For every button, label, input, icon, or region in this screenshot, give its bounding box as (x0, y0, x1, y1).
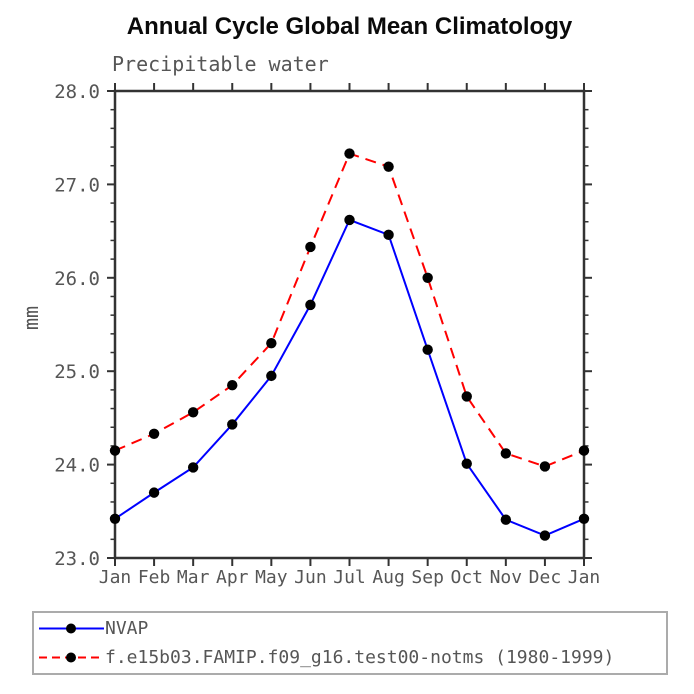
data-point-marker (148, 428, 160, 439)
x-tick-label: Jan (568, 567, 601, 588)
x-tick-label: Jan (99, 567, 132, 588)
data-point-marker (344, 148, 355, 159)
data-point-marker (422, 272, 433, 283)
data-point-marker (539, 530, 551, 541)
x-tick-label: Aug (372, 567, 405, 588)
data-point-marker (500, 448, 512, 459)
legend-sample-marker (66, 623, 76, 634)
data-point-marker (461, 458, 472, 469)
data-point-marker (539, 461, 551, 472)
y-tick-label: 27.0 (54, 174, 100, 196)
data-point-marker (383, 229, 394, 241)
x-tick-label: Apr (216, 567, 249, 588)
series-line-0 (114, 218, 585, 537)
x-tick-label: Jun (294, 567, 327, 588)
legend-line-sample-model (39, 652, 104, 663)
y-tick-label: 26.0 (54, 268, 100, 290)
legend-label-model: f.e15b03.FAMIP.f09_g16.test00-notms (198… (105, 647, 615, 668)
y-tick-label: 23.0 (54, 548, 100, 570)
data-point-marker (344, 214, 355, 226)
series-line-1 (114, 152, 585, 468)
y-tick-label: 28.0 (54, 81, 100, 103)
x-tick-label: Oct (450, 567, 483, 588)
data-point-marker (500, 514, 512, 525)
legend-item-model: f.e15b03.FAMIP.f09_g16.test00-notms (198… (38, 643, 666, 672)
chart-subtitle: Precipitable water (112, 52, 329, 76)
data-point-marker (305, 241, 316, 253)
y-tick-label: 25.0 (54, 361, 100, 383)
x-tick-label: Dec (529, 567, 562, 588)
legend-box: NVAP f.e15b03.FAMIP.f09_g16.test00-notms… (32, 611, 668, 675)
x-tick-label: Sep (411, 567, 444, 588)
data-point-marker (461, 391, 472, 402)
data-point-marker (578, 445, 590, 456)
x-tick-label: Jul (333, 567, 366, 588)
legend-line-sample-nvap (39, 623, 104, 634)
axis-frame (113, 89, 586, 560)
data-point-marker (187, 462, 199, 473)
data-point-marker (422, 344, 433, 355)
y-tick-label: 24.0 (54, 455, 100, 477)
data-point-marker (187, 407, 199, 418)
plot-area: Jan Feb Mar Apr May Jun Jul Aug Sep Oct Nov Dec Jan2… (54, 81, 601, 588)
legend-sample-marker (66, 652, 76, 663)
data-point-marker (109, 513, 121, 524)
data-point-marker (148, 487, 160, 498)
data-point-marker (578, 513, 590, 524)
data-point-marker (266, 370, 277, 382)
data-point-marker (266, 337, 277, 349)
legend-item-nvap: NVAP (38, 614, 666, 643)
x-tick-label: Mar (177, 567, 210, 588)
chart-title: Annual Cycle Global Mean Climatology (126, 13, 573, 40)
data-point-marker (305, 299, 316, 311)
data-point-marker (227, 419, 238, 430)
x-tick-label: May (255, 567, 288, 588)
legend-label-nvap: NVAP (105, 618, 149, 639)
x-tick-label: Nov (490, 567, 523, 588)
data-point-marker (383, 161, 394, 172)
data-point-marker (227, 380, 238, 391)
x-tick-label: Feb (138, 567, 171, 588)
data-point-marker (109, 445, 121, 456)
